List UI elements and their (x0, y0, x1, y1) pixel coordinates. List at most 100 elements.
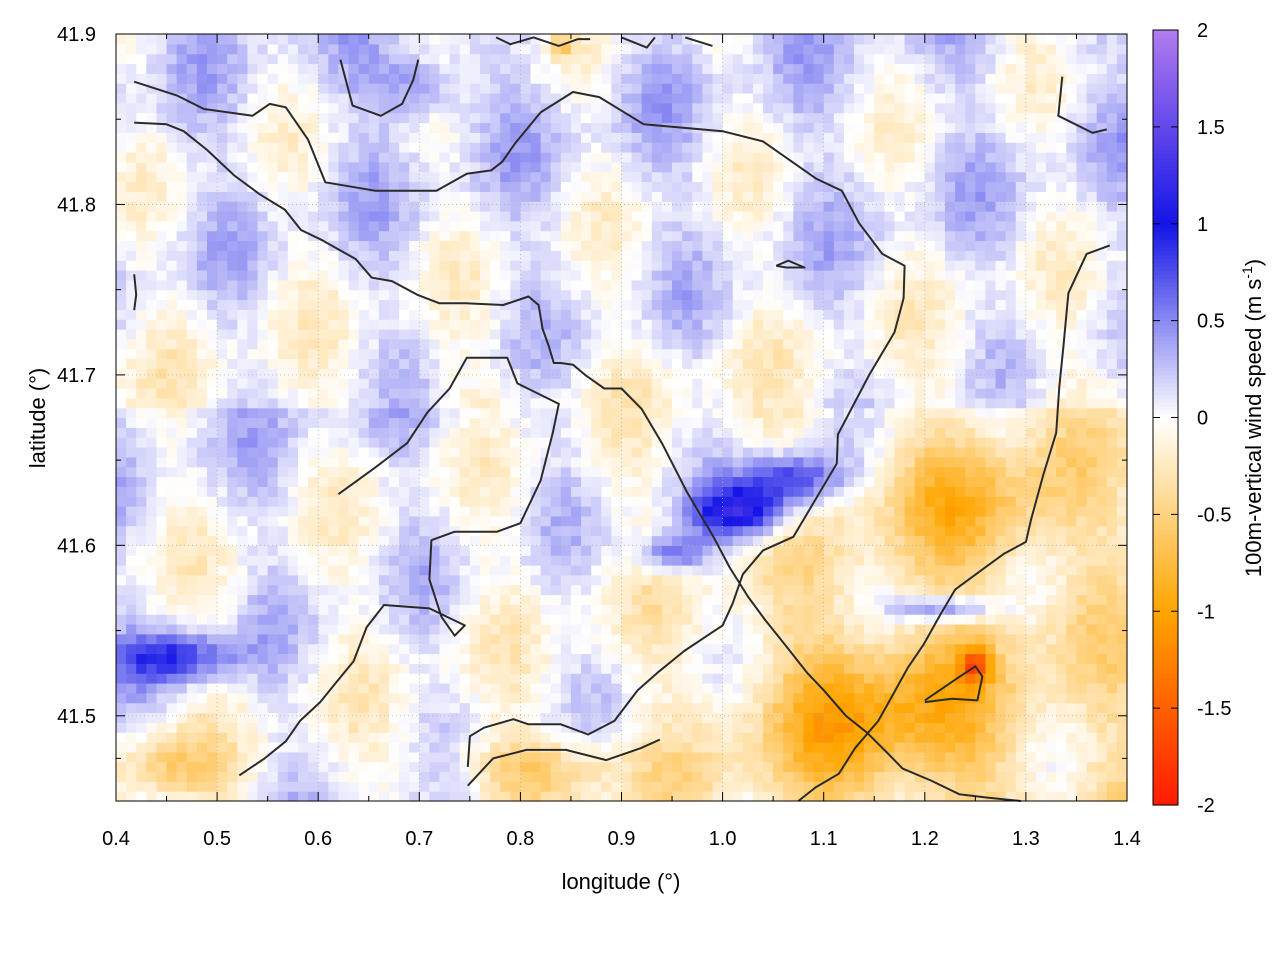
heatmap-cell (530, 53, 542, 65)
heatmap-cell (368, 299, 380, 310)
heatmap-cell (500, 407, 511, 419)
heatmap-cell (267, 565, 279, 576)
heatmap-cell (267, 378, 279, 389)
heatmap-cell (176, 486, 188, 497)
heatmap-cell (186, 397, 198, 409)
heatmap-cell (732, 397, 744, 409)
heatmap-cell (490, 702, 501, 714)
heatmap-cell (257, 476, 269, 487)
heatmap-cell (651, 594, 663, 605)
heatmap-cell (570, 525, 582, 537)
heatmap-cell (530, 702, 542, 714)
heatmap-cell (510, 348, 521, 360)
heatmap-cell (116, 555, 127, 566)
heatmap-cell (469, 643, 481, 655)
heatmap-cell (631, 712, 643, 723)
heatmap-cell (530, 181, 542, 192)
heatmap-cell (196, 486, 208, 497)
heatmap-cell (601, 152, 612, 163)
heatmap-cell (206, 456, 218, 468)
heatmap-cell (490, 73, 501, 84)
heatmap-cell (540, 152, 552, 163)
heatmap-cell (712, 122, 724, 133)
heatmap-cell (601, 476, 612, 487)
heatmap-cell (287, 250, 299, 261)
heatmap-cell (186, 466, 198, 478)
heatmap-cell (661, 456, 673, 468)
heatmap-cell (388, 43, 400, 55)
heatmap-cell (601, 437, 612, 448)
heatmap-cell (530, 102, 542, 114)
heatmap-cell (631, 791, 643, 802)
heatmap-cell (550, 594, 562, 605)
heatmap-cell (682, 279, 693, 291)
heatmap-cell (479, 624, 491, 635)
heatmap-cell (742, 299, 754, 310)
heatmap-cell (550, 712, 562, 723)
heatmap-cell (500, 338, 511, 350)
heatmap-cell (186, 122, 198, 133)
heatmap-cell (479, 437, 491, 448)
heatmap-cell (591, 201, 602, 212)
heatmap-cell (550, 761, 562, 773)
heatmap-cell (439, 791, 451, 802)
heatmap-cell (530, 535, 542, 546)
heatmap-cell (500, 712, 511, 723)
heatmap-cell (308, 211, 319, 222)
heatmap-cell (611, 417, 623, 428)
heatmap-cell (611, 614, 623, 625)
heatmap-cell (439, 761, 451, 773)
heatmap-cell (257, 594, 269, 605)
heatmap-cell (358, 722, 370, 733)
heatmap-cell (581, 594, 592, 605)
heatmap-cell (409, 604, 420, 615)
heatmap-cell (469, 722, 481, 733)
heatmap-cell (550, 683, 562, 694)
heatmap-cell (116, 368, 127, 379)
heatmap-cell (409, 791, 420, 802)
heatmap-cell (257, 722, 269, 733)
heatmap-cell (217, 594, 228, 605)
heatmap-cell (732, 476, 744, 487)
heatmap-cell (378, 702, 390, 714)
heatmap-cell (186, 152, 198, 163)
heatmap-cell (116, 761, 127, 773)
heatmap-cell (136, 230, 147, 242)
heatmap-cell (409, 230, 420, 242)
heatmap-cell (621, 289, 633, 301)
heatmap-cell (217, 751, 228, 763)
heatmap-cell (358, 535, 370, 546)
heatmap-cell (641, 220, 653, 232)
heatmap-cell (550, 466, 562, 478)
heatmap-cell (570, 319, 582, 330)
heatmap-cell (318, 368, 329, 379)
heatmap-cell (378, 358, 390, 369)
heatmap-cell (479, 388, 491, 399)
heatmap-cell (388, 427, 400, 438)
heatmap-cell (338, 211, 350, 222)
heatmap-cell (206, 319, 218, 330)
heatmap-cell (126, 122, 137, 133)
heatmap-cell (328, 142, 340, 153)
heatmap-cell (318, 43, 329, 55)
heatmap-cell (672, 692, 683, 704)
heatmap-cell (206, 535, 218, 546)
heatmap-cell (439, 240, 451, 251)
heatmap-cell (429, 161, 441, 173)
heatmap-cell (742, 486, 754, 497)
heatmap-cell (308, 388, 319, 399)
heatmap-cell (338, 240, 350, 251)
heatmap-cell (328, 643, 340, 655)
heatmap-cell (530, 230, 542, 242)
heatmap-cell (500, 683, 511, 694)
heatmap-cell (479, 486, 491, 497)
heatmap-cell (378, 73, 390, 84)
heatmap-cell (419, 496, 431, 507)
heatmap-cell (459, 545, 471, 556)
heatmap-cell (520, 270, 532, 281)
heatmap-cell (196, 211, 208, 222)
heatmap-cell (611, 161, 623, 173)
heatmap-cell (591, 506, 602, 517)
heatmap-cell (388, 712, 400, 723)
heatmap-cell (166, 201, 178, 212)
